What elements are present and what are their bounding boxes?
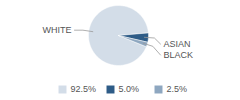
svg-text:92.5%: 92.5% [71, 84, 97, 94]
svg-text:ASIAN: ASIAN [164, 39, 191, 49]
svg-text:2.5%: 2.5% [167, 84, 188, 94]
svg-text:WHITE: WHITE [43, 25, 72, 35]
svg-text:BLACK: BLACK [164, 50, 194, 60]
svg-text:5.0%: 5.0% [119, 84, 140, 94]
